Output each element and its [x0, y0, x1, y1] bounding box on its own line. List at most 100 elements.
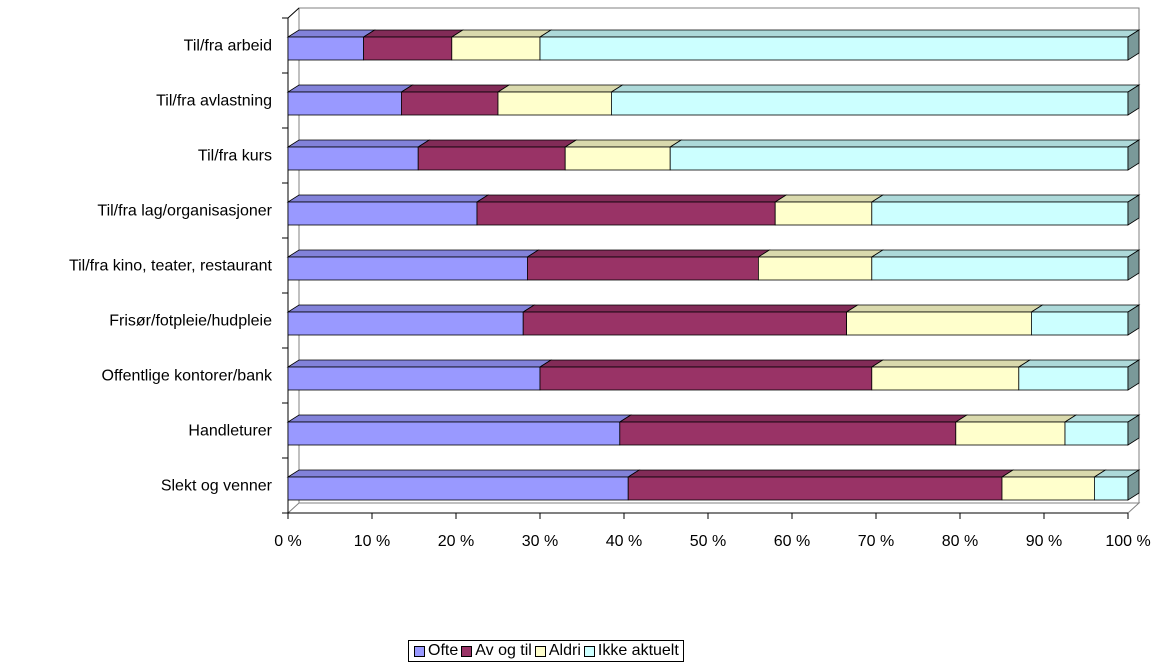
x-tick-label: 50 % — [690, 533, 726, 550]
bar-top-av-og-til — [526, 249, 771, 258]
bar-top-aldri — [496, 84, 624, 93]
bar-side — [1127, 304, 1140, 336]
bar-top-ofte — [286, 359, 553, 368]
bar-segment-ofte — [287, 476, 629, 501]
legend-label: Ofte — [428, 642, 459, 659]
legend-item: Aldri — [534, 642, 581, 660]
bar-top-aldri — [563, 139, 683, 148]
bar-segment-ofte — [287, 201, 478, 226]
bar-side — [1127, 194, 1140, 226]
category-label: Offentlige kontorer/bank — [102, 368, 273, 385]
bar-segment-ofte — [287, 366, 541, 391]
bar-segment-ofte — [287, 311, 524, 336]
legend-label: Aldri — [548, 642, 581, 659]
bar-segment-ikke-aktuelt — [611, 91, 1129, 116]
bar-top-ikke-aktuelt — [1017, 359, 1141, 368]
bar-segment-av-og-til — [522, 311, 848, 336]
bar-top-aldri — [450, 29, 553, 38]
bar-segment-av-og-til — [627, 476, 1003, 501]
x-tick-label: 0 % — [274, 533, 302, 550]
legend-swatch — [534, 645, 546, 657]
bar-top-ofte — [286, 139, 431, 148]
bar-top-av-og-til — [416, 139, 578, 148]
bar-segment-av-og-til — [527, 256, 759, 281]
category-label: Frisør/fotpleie/hudpleie — [109, 313, 272, 330]
plot-floor — [286, 502, 1141, 514]
legend-swatch — [414, 645, 425, 657]
bar-top-ikke-aktuelt — [610, 84, 1141, 93]
legend-item: Ikke aktuelt — [583, 642, 679, 660]
bar-top-av-og-til — [362, 29, 465, 38]
legend-label: Av og til — [475, 642, 532, 659]
bar-segment-ofte — [287, 256, 528, 281]
bar-top-av-og-til — [521, 304, 859, 313]
category-label: Til/fra kurs — [198, 148, 272, 165]
bar-top-aldri — [1000, 469, 1107, 478]
bar-segment-ikke-aktuelt — [1018, 366, 1129, 391]
bar-top-av-og-til — [475, 194, 788, 203]
bar-top-ikke-aktuelt — [870, 249, 1141, 258]
legend-item: Ofte — [414, 642, 458, 660]
bar-segment-ikke-aktuelt — [871, 256, 1129, 281]
x-tick-label: 80 % — [942, 533, 978, 550]
bar-segment-aldri — [451, 36, 541, 61]
bar-side — [1127, 414, 1140, 446]
bar-top-aldri — [954, 414, 1078, 423]
bar-side — [1127, 249, 1140, 281]
x-tick-label: 20 % — [438, 533, 474, 550]
x-tick-label: 30 % — [522, 533, 558, 550]
bar-top-av-og-til — [400, 84, 511, 93]
x-tick-label: 40 % — [606, 533, 642, 550]
category-label: Til/fra kino, teater, restaurant — [69, 258, 273, 275]
bar-top-aldri — [845, 304, 1044, 313]
side-wall-edge — [287, 7, 300, 19]
category-label: Til/fra lag/organisasjoner — [97, 203, 272, 220]
bar-segment-aldri — [1001, 476, 1095, 501]
x-tick-label: 70 % — [858, 533, 894, 550]
bar-top-av-og-til — [626, 469, 1015, 478]
bar-segment-aldri — [497, 91, 612, 116]
bar-segment-av-og-til — [539, 366, 873, 391]
bar-segment-av-og-til — [400, 91, 499, 116]
category-label: Handleturer — [188, 423, 272, 440]
bar-top-ikke-aktuelt — [1063, 414, 1141, 423]
bar-segment-av-og-til — [363, 36, 453, 61]
bar-segment-ofte — [287, 146, 419, 171]
x-tick-label: 10 % — [354, 533, 390, 550]
category-label: Slekt og venner — [161, 478, 273, 495]
bar-segment-ikke-aktuelt — [1094, 476, 1129, 501]
legend: Ofte Av og til Aldri Ikke aktuelt — [408, 640, 684, 662]
category-label: Til/fra arbeid — [184, 38, 272, 55]
bar-top-ofte — [286, 84, 414, 93]
legend-label: Ikke aktuelt — [597, 642, 679, 659]
bar-top-ofte — [286, 469, 641, 478]
bar-segment-ofte — [287, 421, 621, 446]
bar-segment-aldri — [955, 421, 1066, 446]
bar-segment-ikke-aktuelt — [871, 201, 1129, 226]
bar-segment-ikke-aktuelt — [1031, 311, 1129, 336]
bar-side — [1127, 84, 1140, 116]
bar-segment-aldri — [564, 146, 671, 171]
legend-swatch — [583, 645, 595, 657]
bar-top-ikke-aktuelt — [1030, 304, 1141, 313]
bar-top-ofte — [286, 304, 536, 313]
bar-segment-aldri — [774, 201, 873, 226]
legend-swatch — [461, 645, 473, 657]
bar-top-ofte — [286, 414, 633, 423]
bar-segment-ofte — [287, 91, 402, 116]
bar-segment-ofte — [287, 36, 364, 61]
bar-side — [1127, 359, 1140, 391]
bar-segment-aldri — [846, 311, 1032, 336]
x-tick-label: 100 % — [1105, 533, 1150, 550]
bar-top-ikke-aktuelt — [668, 139, 1141, 148]
bar-top-aldri — [870, 359, 1032, 368]
bar-top-av-og-til — [538, 359, 885, 368]
bar-segment-ikke-aktuelt — [669, 146, 1129, 171]
bar-top-aldri — [773, 194, 885, 203]
x-tick-label: 60 % — [774, 533, 810, 550]
bar-top-ikke-aktuelt — [538, 29, 1141, 38]
bar-top-ofte — [286, 194, 490, 203]
bar-side — [1127, 469, 1140, 501]
bar-segment-av-og-til — [417, 146, 566, 171]
